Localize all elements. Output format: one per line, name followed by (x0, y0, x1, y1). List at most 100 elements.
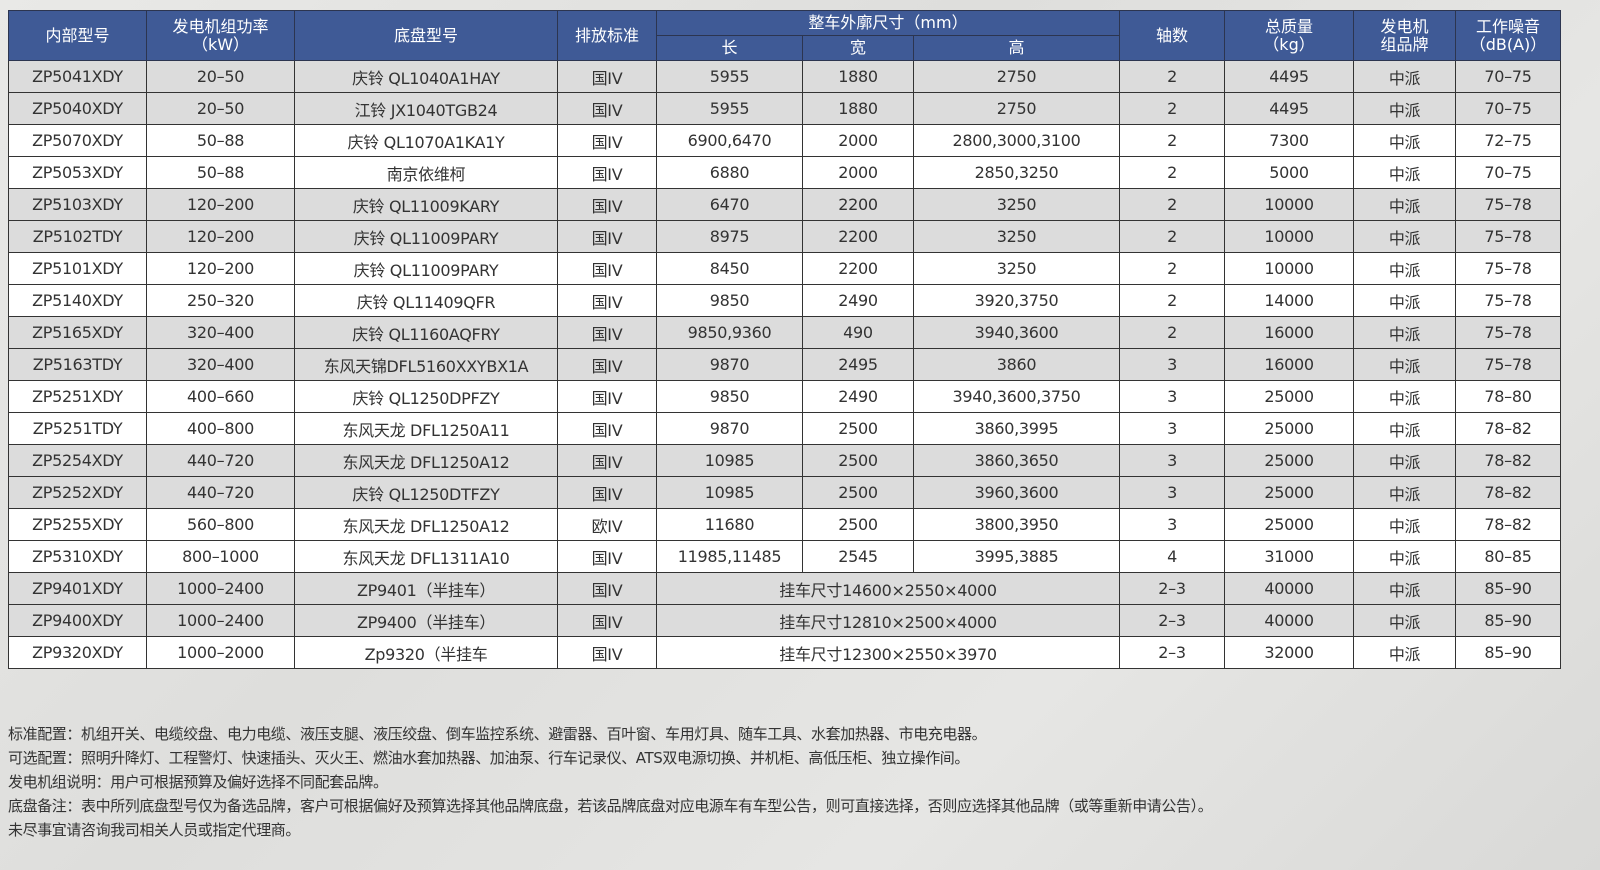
cell-mass: 16000 (1224, 316, 1355, 349)
cell-height: 3940,3600 (912, 316, 1121, 349)
cell-width: 2500 (802, 412, 914, 445)
cell-chassis: ZP9400（半挂车） (294, 604, 558, 637)
note-chassis: 底盘备注：表中所列底盘型号仅为备选品牌，客户可根据偏好及预算选择其他品牌底盘，若… (8, 797, 1213, 815)
cell-power: 400–660 (146, 380, 295, 413)
cell-axles: 2–3 (1119, 636, 1226, 669)
cell-brand: 中派 (1353, 540, 1457, 573)
cell-width: 1880 (802, 60, 914, 93)
note-generator: 发电机组说明：用户可根据预算及偏好选择不同配套品牌。 (8, 773, 388, 791)
cell-width: 2500 (802, 508, 914, 541)
cell-brand: 中派 (1353, 124, 1457, 157)
cell-axles: 2 (1119, 156, 1226, 189)
cell-mass: 31000 (1224, 540, 1355, 573)
cell-trailer: 挂车尺寸12810×2500×4000 (655, 604, 1121, 637)
col-header-width: 宽 (802, 35, 914, 61)
cell-length: 11985,11485 (656, 540, 803, 573)
cell-chassis: 东风天龙 DFL1250A12 (294, 444, 558, 477)
cell-mass: 25000 (1224, 380, 1355, 413)
cell-height: 3960,3600 (912, 476, 1121, 509)
table-row: ZP5163TDY 320–400 东风天锦DFL5160XXYBX1A 国IV 987… (8, 348, 1562, 381)
cell-brand: 中派 (1353, 156, 1457, 189)
cell-model: ZP5041XDY (8, 60, 147, 93)
cell-trailer: 挂车尺寸14600×2550×4000 (655, 572, 1121, 605)
cell-model: ZP9400XDY (8, 604, 147, 637)
cell-noise: 75–78 (1455, 284, 1562, 317)
cell-axles: 2 (1119, 188, 1226, 221)
cell-chassis: 东风天龙 DFL1250A12 (294, 508, 558, 541)
cell-mass: 7300 (1224, 124, 1355, 157)
cell-length: 6900,6470 (656, 124, 803, 157)
cell-model: ZP5251XDY (8, 380, 147, 413)
cell-mass: 25000 (1224, 412, 1355, 445)
cell-axles: 3 (1119, 508, 1226, 541)
cell-width: 490 (802, 316, 914, 349)
cell-length: 5955 (656, 92, 803, 125)
cell-chassis: 庆铃 QL11009PARY (294, 220, 558, 253)
cell-mass: 32000 (1224, 636, 1355, 669)
cell-length: 11680 (656, 508, 803, 541)
cell-brand: 中派 (1353, 188, 1457, 221)
col-header-noise: 工作噪音 （dB(A)） (1455, 10, 1562, 61)
col-header-model: 内部型号 (8, 10, 147, 61)
cell-noise: 75–78 (1455, 188, 1562, 221)
cell-mass: 5000 (1224, 156, 1355, 189)
cell-noise: 85–90 (1455, 572, 1562, 605)
cell-length: 9850 (656, 284, 803, 317)
cell-length: 10985 (656, 476, 803, 509)
cell-brand: 中派 (1353, 284, 1457, 317)
cell-axles: 3 (1119, 476, 1226, 509)
cell-power: 440–720 (146, 476, 295, 509)
cell-chassis: 庆铃 QL11409QFR (294, 284, 558, 317)
cell-noise: 78–80 (1455, 380, 1562, 413)
cell-axles: 3 (1119, 444, 1226, 477)
cell-model: ZP5070XDY (8, 124, 147, 157)
table-row: ZP5165XDY 320–400 庆铃 QL1160AQFRY 国IV 9850,93… (8, 316, 1562, 349)
cell-noise: 78–82 (1455, 444, 1562, 477)
col-header-power: 发电机组功率 （kW） (146, 10, 295, 61)
cell-length: 9870 (656, 412, 803, 445)
cell-noise: 85–90 (1455, 604, 1562, 637)
table-row: ZP5041XDY 20–50 庆铃 QL1040A1HAY 国IV 5955 1880 2… (8, 60, 1562, 93)
table-row: ZP5070XDY 50–88 庆铃 QL1070A1KA1Y 国IV 6900,647… (8, 124, 1562, 157)
cell-chassis: 庆铃 QL1070A1KA1Y (294, 124, 558, 157)
cell-mass: 16000 (1224, 348, 1355, 381)
cell-axles: 2 (1119, 92, 1226, 125)
cell-emission: 国IV (557, 316, 657, 349)
cell-noise: 70–75 (1455, 60, 1562, 93)
cell-brand: 中派 (1353, 252, 1457, 285)
cell-emission: 国IV (557, 284, 657, 317)
cell-axles: 3 (1119, 380, 1226, 413)
cell-model: ZP5040XDY (8, 92, 147, 125)
cell-height: 3920,3750 (912, 284, 1121, 317)
cell-brand: 中派 (1353, 92, 1457, 125)
table-row: ZP5252XDY 440–720 庆铃 QL1250DTFZY 国IV 10985 25… (8, 476, 1562, 509)
cell-power: 1000–2400 (146, 604, 295, 637)
cell-emission: 国IV (557, 636, 657, 669)
note-standard-config: 标准配置：机组开关、电缆绞盘、电力电缆、液压支腿、液压绞盘、倒车监控系统、避雷器… (8, 725, 987, 743)
cell-chassis: 东风天龙 DFL1311A10 (294, 540, 558, 573)
cell-length: 6470 (656, 188, 803, 221)
cell-mass: 4495 (1224, 60, 1355, 93)
cell-power: 120–200 (146, 252, 295, 285)
cell-height: 3250 (912, 252, 1121, 285)
col-header-mass: 总质量 （kg） (1224, 10, 1355, 61)
cell-power: 800–1000 (146, 540, 295, 573)
cell-length: 10985 (656, 444, 803, 477)
cell-width: 2200 (802, 188, 914, 221)
table-row: ZP9401XDY 1000–2400 ZP9401（半挂车） 国IV 挂车尺寸1460… (8, 572, 1562, 605)
table-row: ZP5103XDY 120–200 庆铃 QL11009KARY 国IV 6470 220… (8, 188, 1562, 221)
cell-mass: 4495 (1224, 92, 1355, 125)
cell-width: 2545 (802, 540, 914, 573)
cell-power: 320–400 (146, 348, 295, 381)
cell-noise: 75–78 (1455, 348, 1562, 381)
cell-power: 50–88 (146, 124, 295, 157)
cell-axles: 4 (1119, 540, 1226, 573)
cell-emission: 国IV (557, 604, 657, 637)
cell-power: 20–50 (146, 92, 295, 125)
cell-noise: 75–78 (1455, 220, 1562, 253)
cell-chassis: 庆铃 QL11009PARY (294, 252, 558, 285)
cell-model: ZP5252XDY (8, 476, 147, 509)
cell-axles: 2 (1119, 220, 1226, 253)
cell-noise: 78–82 (1455, 412, 1562, 445)
cell-length: 9850,9360 (656, 316, 803, 349)
